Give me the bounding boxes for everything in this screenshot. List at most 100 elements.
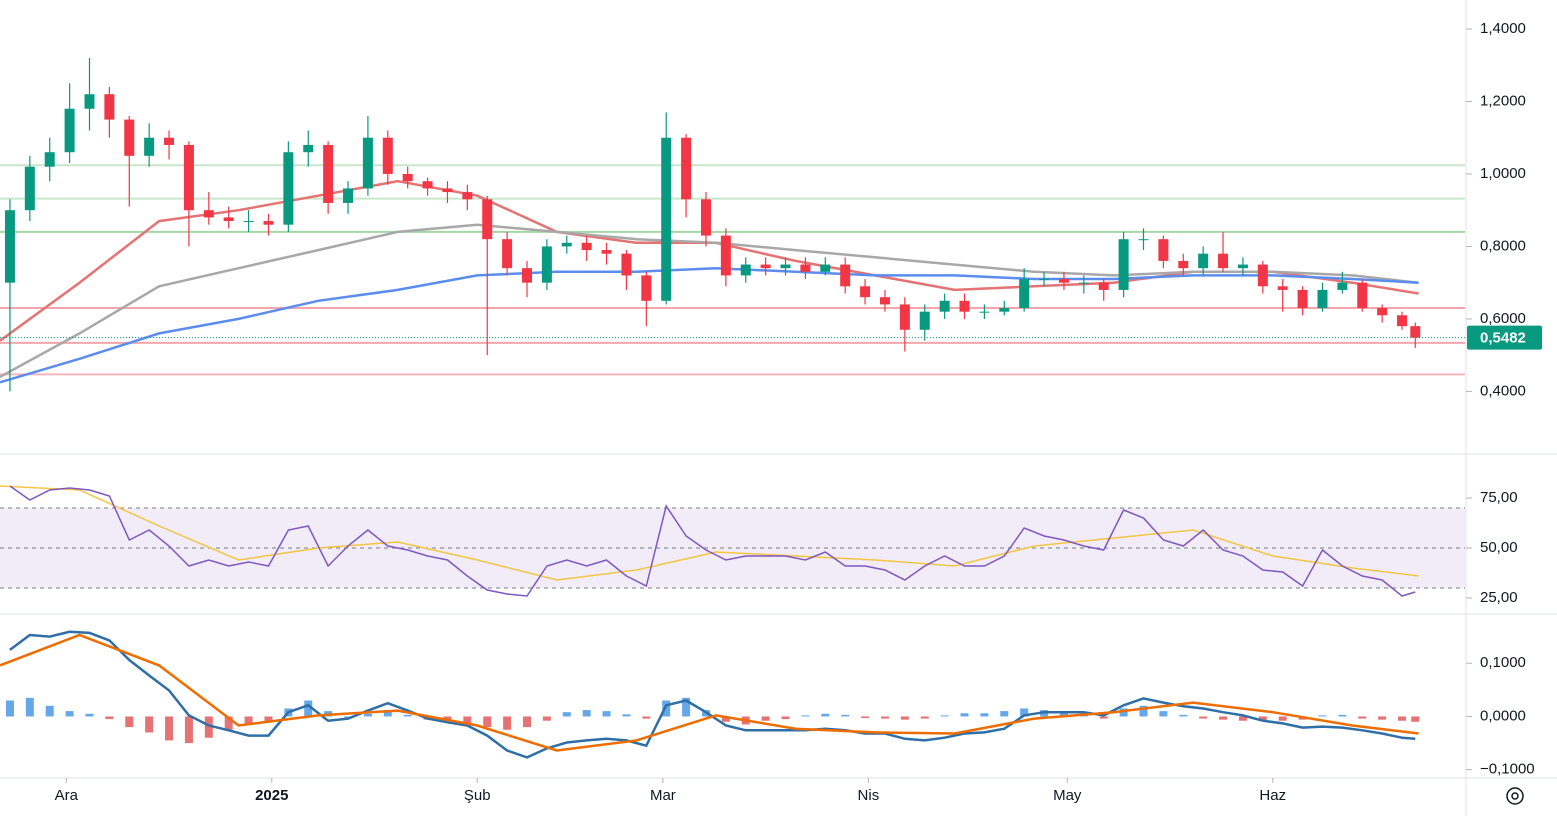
candle-body: [760, 264, 771, 269]
macd-histogram-bar: [602, 711, 611, 717]
macd-histogram-bar: [85, 713, 94, 717]
macd-histogram-bar: [1119, 708, 1128, 717]
macd-line: [9, 630, 1416, 759]
y-tick-label: 75,00: [1480, 489, 1518, 506]
macd-histogram-bar: [463, 716, 472, 723]
candle-body: [1019, 279, 1030, 309]
candle-body: [1039, 279, 1050, 281]
macd-histogram-bar: [1199, 716, 1208, 719]
candle-body: [1257, 264, 1268, 287]
macd-histogram-bar: [1378, 716, 1387, 720]
y-tick-label: 0,4000: [1480, 382, 1526, 399]
y-tick-label: 1,4000: [1480, 20, 1526, 37]
candle-body: [183, 144, 194, 211]
candle-body: [402, 173, 413, 182]
y-tick-label: −0,1000: [1480, 761, 1535, 778]
candle-body: [1357, 282, 1368, 309]
macd-histogram-bar: [1159, 711, 1168, 717]
candle-body: [362, 137, 373, 189]
gear[interactable]: [1506, 787, 1524, 805]
macd-histogram-bar: [1398, 716, 1407, 721]
y-tick-label: 1,0000: [1480, 165, 1526, 182]
candle-body: [1178, 260, 1189, 269]
candle-body: [939, 300, 950, 312]
macd-histogram-bar: [224, 716, 233, 730]
y-tick-label: 0,1000: [1480, 654, 1526, 671]
macd-histogram-bar: [483, 716, 492, 728]
candle-body: [800, 264, 811, 272]
candle-body: [323, 144, 334, 203]
macd-histogram-bar: [5, 700, 14, 717]
candle-body: [840, 264, 851, 287]
x-tick-label: Nis: [858, 787, 880, 804]
y-tick-label: 1,2000: [1480, 92, 1526, 109]
macd-histogram-bar: [622, 714, 631, 717]
last-price-label: 0,5482: [1480, 330, 1526, 347]
macd-histogram-bar: [1278, 716, 1287, 721]
macd-histogram-bar: [145, 716, 154, 733]
candle-body: [263, 221, 274, 225]
macd-histogram-bar: [642, 716, 651, 719]
macd-histogram-bar: [1099, 716, 1108, 719]
macd-histogram-bar: [264, 716, 273, 722]
candle-body: [1158, 239, 1169, 261]
macd-histogram-bar: [503, 716, 512, 730]
y-tick-label: 0,8000: [1480, 237, 1526, 254]
candle-body: [681, 137, 692, 200]
candle-body: [124, 119, 135, 156]
macd-histogram-bar: [821, 713, 830, 717]
candle-body: [780, 264, 791, 269]
macd-histogram-bar: [920, 716, 929, 719]
macd-histogram-bar: [25, 697, 34, 717]
macd-histogram-bar: [65, 711, 74, 717]
macd-histogram-bar: [363, 713, 372, 717]
candle-body: [1277, 286, 1288, 290]
y-tick-label: 25,00: [1480, 589, 1518, 606]
candle-body: [661, 137, 672, 301]
candle-body: [104, 94, 115, 120]
candle-body: [303, 144, 314, 153]
candle-body: [720, 235, 731, 276]
candle-body: [740, 264, 751, 276]
macd-histogram-bar: [1059, 712, 1068, 717]
candle-body: [382, 137, 393, 174]
settings-icon[interactable]: [1506, 787, 1524, 805]
candle-body: [482, 199, 493, 240]
candle-body: [879, 297, 890, 305]
candle-body: [601, 250, 612, 254]
macd-histogram-bar: [980, 713, 989, 717]
x-tick-label: Ara: [55, 787, 79, 804]
macd-signal: [0, 633, 1419, 752]
candle-body: [1198, 253, 1209, 269]
x-tick-label: 2025: [255, 787, 288, 804]
macd-histogram-bar: [304, 700, 313, 717]
macd-histogram-bar: [562, 712, 571, 717]
moving-average: [0, 266, 1419, 384]
candle-body: [700, 199, 711, 236]
last-price-box: [1467, 325, 1542, 350]
macd-histogram-bar: [1020, 708, 1029, 717]
macd-histogram-bar: [105, 716, 114, 720]
x-tick-label: Haz: [1259, 787, 1286, 804]
candle-body: [343, 188, 354, 203]
macd-histogram-bar: [443, 716, 452, 721]
candle-body: [1118, 239, 1129, 290]
candle-body: [1410, 326, 1421, 338]
macd-histogram-bar: [682, 697, 691, 717]
candle-body: [959, 300, 970, 312]
candle-body: [1377, 308, 1388, 316]
candle-body: [860, 286, 871, 298]
macd-histogram-bar: [542, 716, 551, 721]
candle-body: [203, 210, 214, 218]
rsi-ma: [0, 485, 1419, 581]
candle-body: [283, 152, 294, 225]
x-tick-label: Şub: [464, 787, 491, 804]
candle-body: [462, 192, 473, 200]
macd-histogram-bar: [1139, 705, 1148, 717]
macd-histogram-bar: [45, 705, 54, 717]
candle-body: [1218, 253, 1229, 269]
gear-center[interactable]: [1511, 792, 1519, 800]
macd-histogram-bar: [523, 716, 532, 728]
macd-histogram-bar: [1338, 714, 1347, 717]
macd-histogram-bar: [582, 710, 591, 717]
